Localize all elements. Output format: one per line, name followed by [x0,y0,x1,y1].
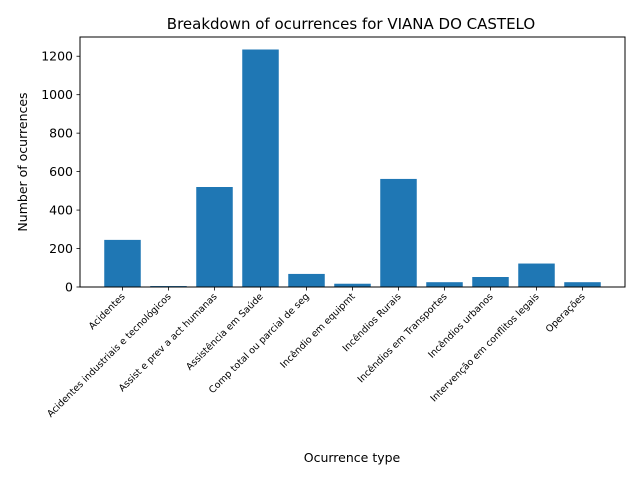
bar [288,273,325,287]
bars-group [104,49,601,287]
y-tick-label: 200 [49,241,73,256]
y-tick-label: 800 [49,126,73,141]
bar [472,277,509,287]
y-tick-label: 0 [65,280,73,295]
y-axis-label: Number of ocurrences [15,92,30,231]
chart-title: Breakdown of ocurrences for VIANA DO CAS… [167,15,535,33]
plot-frame [79,36,626,288]
bar [380,178,417,287]
y-axis: 0 200 400 600 800 1000 1200 [41,49,80,295]
bar [104,239,141,287]
y-tick-label: 1000 [41,87,73,102]
y-tick-label: 400 [49,203,73,218]
y-tick-label: 600 [49,164,73,179]
bar [334,283,371,287]
bar [518,263,555,287]
bar [196,187,233,287]
bar [426,282,463,287]
y-tick-label: 1200 [41,49,73,64]
x-axis-label: Ocurrence type [304,450,401,465]
bar [564,282,601,287]
bar [242,49,279,287]
